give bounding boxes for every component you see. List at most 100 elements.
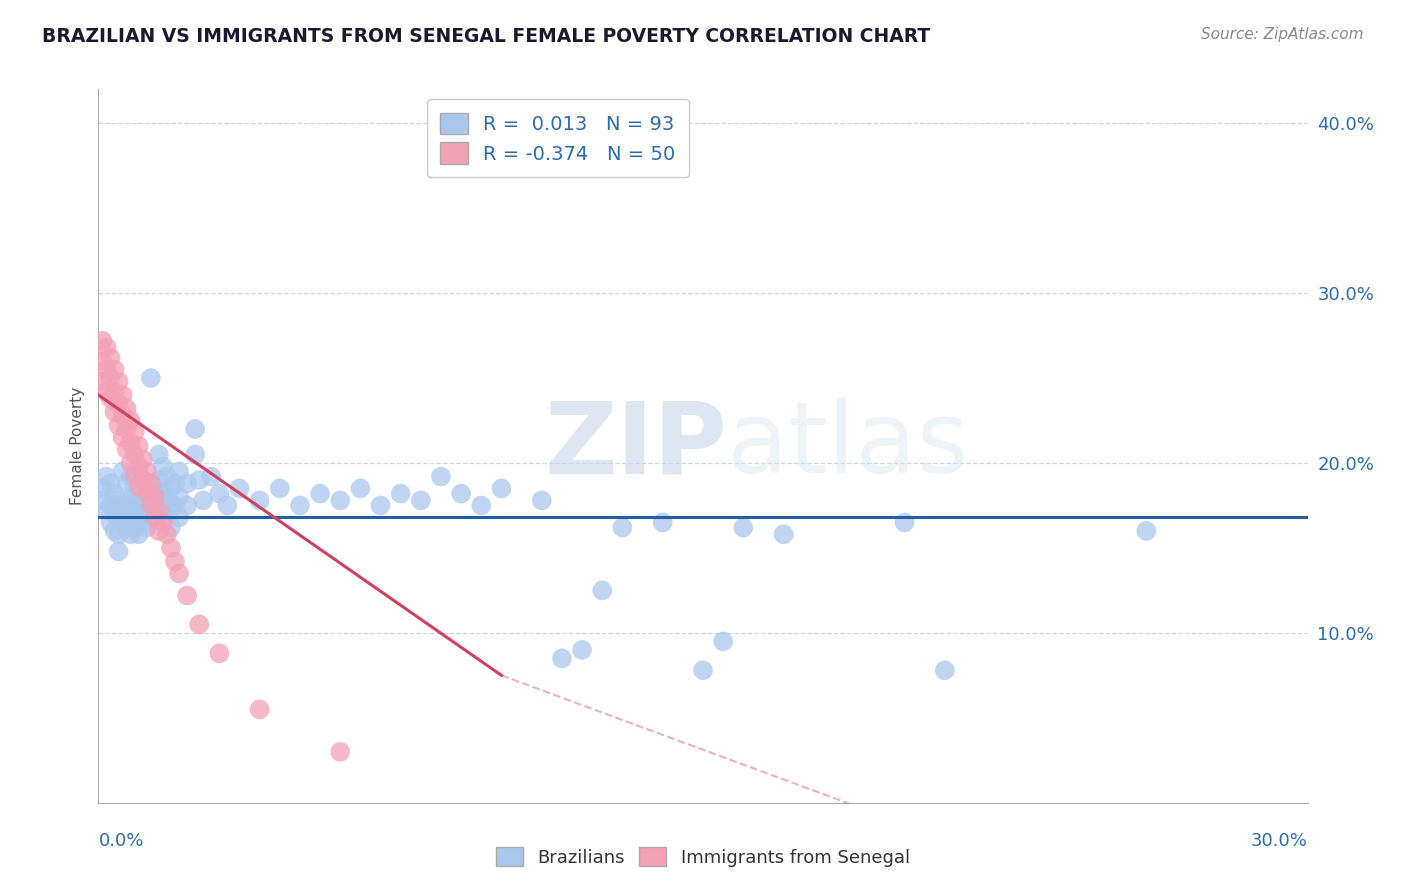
Point [107, 396, 129, 410]
Point [288, 499, 311, 513]
Point [612, 520, 634, 534]
Point [96, 341, 118, 355]
Point [148, 524, 170, 538]
Point [143, 490, 166, 504]
Point [193, 493, 215, 508]
Point [152, 516, 174, 530]
Point [132, 499, 155, 513]
Point [120, 469, 142, 483]
Point [120, 510, 142, 524]
Point [772, 527, 794, 541]
Point [143, 503, 166, 517]
Point [124, 425, 146, 440]
Point [96, 362, 118, 376]
Point [571, 643, 593, 657]
Point [184, 422, 207, 436]
Point [139, 497, 162, 511]
Point [120, 413, 142, 427]
Point [132, 452, 155, 467]
Point [103, 507, 125, 521]
Point [96, 384, 118, 399]
Point [107, 493, 129, 508]
Point [249, 493, 271, 508]
Point [107, 527, 129, 541]
Point [208, 646, 231, 660]
Point [111, 409, 134, 423]
Point [111, 499, 134, 513]
Point [107, 544, 129, 558]
Point [135, 484, 157, 499]
Point [91, 354, 114, 368]
Point [176, 476, 198, 491]
Point [128, 527, 150, 541]
Point [124, 503, 146, 517]
Point [152, 486, 174, 500]
Point [115, 442, 138, 457]
Point [91, 482, 114, 496]
Point [120, 527, 142, 541]
Text: BRAZILIAN VS IMMIGRANTS FROM SENEGAL FEMALE POVERTY CORRELATION CHART: BRAZILIAN VS IMMIGRANTS FROM SENEGAL FEM… [42, 27, 931, 45]
Point [530, 493, 553, 508]
Point [91, 375, 114, 389]
Point [124, 448, 146, 462]
Point [124, 520, 146, 534]
Point [160, 541, 183, 555]
Point [100, 499, 122, 513]
Point [329, 745, 352, 759]
Point [651, 516, 673, 530]
Point [115, 422, 138, 436]
Point [156, 493, 179, 508]
Point [120, 456, 142, 470]
Point [135, 465, 157, 479]
Point [389, 486, 412, 500]
Point [128, 439, 150, 453]
Point [139, 371, 162, 385]
Point [208, 486, 231, 500]
Point [132, 473, 155, 487]
Text: 0.0%: 0.0% [98, 831, 143, 849]
Point [143, 486, 166, 500]
Point [692, 663, 714, 677]
Point [100, 371, 122, 385]
Point [551, 651, 574, 665]
Point [148, 473, 170, 487]
Point [176, 589, 198, 603]
Point [163, 476, 186, 491]
Point [96, 469, 118, 483]
Point [107, 510, 129, 524]
Point [135, 520, 157, 534]
Point [132, 516, 155, 530]
Point [167, 510, 190, 524]
Point [120, 435, 142, 450]
Point [148, 503, 170, 517]
Point [176, 499, 198, 513]
Point [128, 480, 150, 494]
Point [228, 482, 250, 496]
Point [200, 469, 222, 483]
Point [934, 663, 956, 677]
Point [100, 351, 122, 365]
Point [124, 482, 146, 496]
Legend: R =  0.013   N = 93, R = -0.374   N = 50: R = 0.013 N = 93, R = -0.374 N = 50 [427, 99, 689, 178]
Point [107, 375, 129, 389]
Point [139, 476, 162, 491]
Text: ZIP: ZIP [544, 398, 727, 494]
Point [103, 486, 125, 500]
Point [115, 476, 138, 491]
Point [103, 524, 125, 538]
Point [107, 418, 129, 433]
Point [188, 473, 211, 487]
Point [733, 520, 755, 534]
Point [91, 334, 114, 348]
Point [103, 384, 125, 399]
Point [269, 482, 291, 496]
Point [111, 430, 134, 444]
Point [103, 405, 125, 419]
Point [115, 499, 138, 513]
Point [163, 555, 186, 569]
Point [893, 516, 915, 530]
Point [217, 499, 239, 513]
Point [128, 493, 150, 508]
Point [100, 516, 122, 530]
Point [160, 499, 183, 513]
